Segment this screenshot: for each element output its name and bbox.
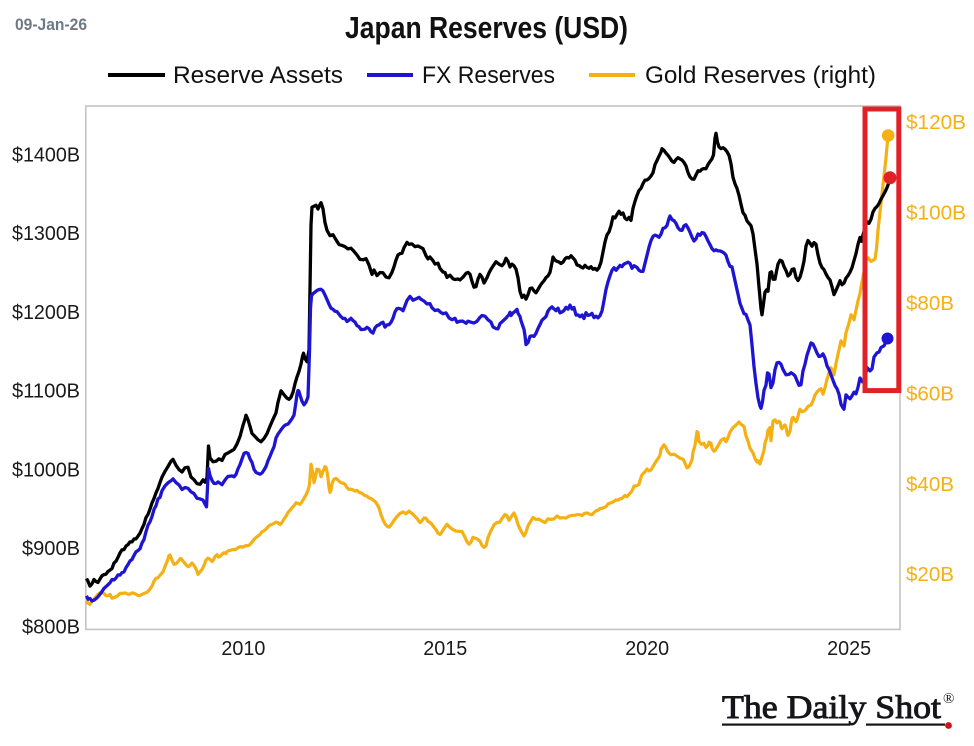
svg-text:Japan Reserves (USD): Japan Reserves (USD) (345, 10, 628, 45)
svg-text:The Daily Shot: The Daily Shot (722, 690, 941, 726)
svg-text:2010: 2010 (221, 638, 265, 660)
svg-text:$80B: $80B (906, 293, 954, 315)
svg-text:$1000B: $1000B (12, 459, 80, 481)
svg-text:2020: 2020 (625, 638, 669, 660)
svg-text:$60B: $60B (906, 383, 954, 405)
svg-text:Gold Reserves (right): Gold Reserves (right) (645, 62, 876, 89)
svg-text:$800B: $800B (22, 617, 80, 639)
svg-text:FX Reserves: FX Reserves (422, 62, 555, 89)
svg-text:Reserve Assets: Reserve Assets (173, 62, 343, 89)
svg-text:$20B: $20B (906, 564, 954, 586)
svg-text:$1100B: $1100B (12, 381, 80, 403)
svg-text:$40B: $40B (906, 474, 954, 496)
svg-text:09-Jan-26: 09-Jan-26 (15, 15, 87, 34)
svg-text:$1400B: $1400B (12, 145, 80, 167)
svg-text:2025: 2025 (827, 638, 871, 660)
svg-text:$1300B: $1300B (12, 223, 80, 245)
svg-text:$900B: $900B (22, 538, 80, 560)
svg-text:®: ® (943, 691, 954, 707)
svg-text:$100B: $100B (906, 203, 966, 225)
svg-text:$1200B: $1200B (12, 302, 80, 324)
svg-text:$120B: $120B (906, 112, 966, 134)
svg-text:2015: 2015 (423, 638, 467, 660)
